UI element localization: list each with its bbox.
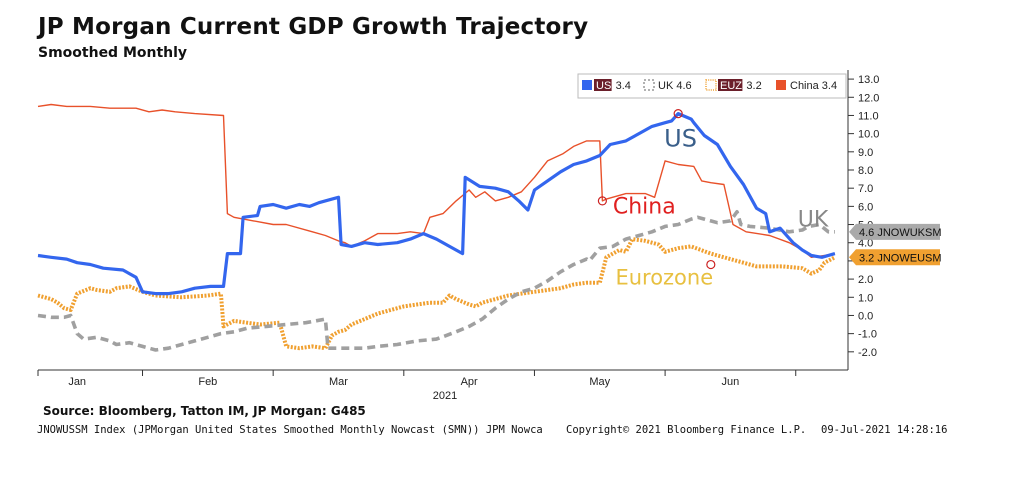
y-tick-label: 9.0: [858, 147, 873, 159]
y-tick-label: 12.0: [858, 92, 879, 104]
legend-label-euz: EUZ: [720, 80, 742, 92]
legend-swatch-us: [582, 80, 592, 90]
value-tag-bg: [849, 249, 940, 266]
legend-value-us: 3.4: [616, 80, 631, 92]
timestamp: 09-Jul-2021 14:28:16: [821, 424, 948, 436]
marker-us: [673, 109, 683, 119]
x-axis-year-label: 2021: [433, 390, 457, 400]
chart-title: JP Morgan Current GDP Growth Trajectory: [38, 14, 589, 40]
annotation-china: China: [613, 195, 676, 220]
y-tick-label: 13.0: [858, 74, 879, 86]
y-tick-label: 11.0: [858, 110, 879, 122]
y-tick-label: 8.0: [858, 165, 873, 177]
x-tick-label: May: [589, 376, 610, 388]
y-tick-label: 0.0: [858, 310, 873, 322]
legend-swatch-euz: [705, 79, 717, 91]
legend-label-us: US: [596, 80, 611, 92]
legend-label-bg-euz: [718, 79, 743, 91]
x-tick-label: Jan: [68, 376, 86, 388]
y-tick-label: 7.0: [858, 183, 873, 195]
gdp-chart: -2.0-1.00.01.02.03.04.05.06.07.08.09.010…: [37, 70, 942, 400]
legend-box: [577, 73, 847, 99]
value-tag-text: 4.6 JNOWUKSM: [859, 227, 942, 239]
y-tick-label: 10.0: [858, 129, 879, 141]
x-tick-label: Mar: [329, 376, 348, 388]
index-description: JNOWUSSM Index (JPMorgan United States S…: [37, 424, 543, 436]
value-tag-text: 3.2 JNOWEUSM: [859, 252, 942, 264]
annotation-eurozone: Eurozone: [615, 266, 713, 290]
y-tick-label: -2.0: [858, 347, 877, 359]
series-line-china: [37, 103, 836, 258]
series-line-uk: [37, 210, 835, 352]
y-tick-label: 1.0: [858, 292, 873, 304]
source-note: Source: Bloomberg, Tatton IM, JP Morgan:…: [43, 404, 366, 418]
legend-swatch-uk: [643, 79, 655, 91]
legend-value-euz: 3.2: [746, 80, 761, 92]
y-tick-label: 6.0: [858, 201, 873, 213]
x-tick-label: Feb: [198, 376, 217, 388]
y-tick-label: -1.0: [858, 329, 877, 341]
series-line-us: [37, 112, 836, 296]
x-tick-label: Apr: [461, 376, 478, 388]
legend-label-uk: UK 4.6: [658, 80, 692, 92]
annotation-us: US: [664, 124, 697, 152]
y-tick-label: 4.0: [858, 238, 873, 250]
legend-label-china: China 3.4: [790, 80, 837, 92]
chart-subtitle: Smoothed Monthly: [38, 45, 188, 61]
y-tick-label: 2.0: [858, 274, 873, 286]
x-tick-label: Jun: [722, 376, 740, 388]
legend-label-bg-us: [594, 79, 612, 91]
value-tag-bg: [849, 223, 940, 240]
legend-swatch-china: [776, 80, 786, 90]
annotation-uk: UK: [798, 208, 829, 233]
copyright-note: Copyright© 2021 Bloomberg Finance L.P.: [566, 424, 807, 436]
marker-china: [597, 196, 607, 206]
marker-euz: [706, 259, 716, 270]
